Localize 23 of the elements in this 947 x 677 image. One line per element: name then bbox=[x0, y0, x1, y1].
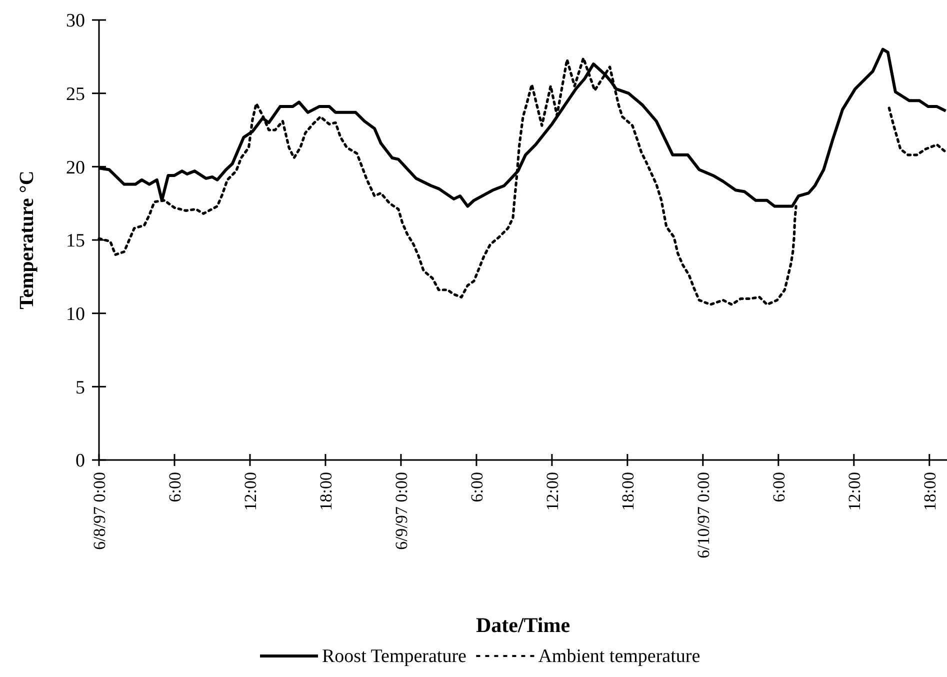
x-tick-label: 12:00 bbox=[844, 472, 864, 511]
y-tick-label: 15 bbox=[66, 230, 85, 252]
x-tick-label: 6/10/97 0:00 bbox=[694, 472, 713, 558]
x-tick-label: 18:00 bbox=[920, 472, 940, 511]
legend-label: Roost Temperature bbox=[322, 646, 466, 667]
x-tick-label: 6/8/97 0:00 bbox=[90, 472, 109, 550]
x-tick-label: 6/9/97 0:00 bbox=[392, 472, 411, 550]
x-tick-label: 6:00 bbox=[769, 472, 788, 502]
y-tick-label: 10 bbox=[66, 304, 85, 325]
x-tick-label: 12:00 bbox=[240, 472, 260, 511]
x-tick-label: 18:00 bbox=[618, 472, 638, 511]
x-axis-title: Date/Time bbox=[476, 613, 570, 637]
y-tick-label: 5 bbox=[76, 377, 85, 398]
x-tick-label: 6:00 bbox=[467, 472, 486, 502]
y-tick-label: 20 bbox=[66, 157, 85, 178]
y-tick-label: 30 bbox=[66, 10, 85, 32]
x-tick-label: 18:00 bbox=[316, 472, 336, 511]
x-tick-label: 6:00 bbox=[165, 472, 184, 502]
y-tick-label: 25 bbox=[66, 84, 85, 105]
y-axis-title: Temperature °C bbox=[16, 170, 38, 310]
legend-label: Ambient temperature bbox=[538, 646, 700, 667]
y-tick-label: 0 bbox=[76, 450, 85, 472]
x-tick-label: 12:00 bbox=[542, 472, 562, 511]
